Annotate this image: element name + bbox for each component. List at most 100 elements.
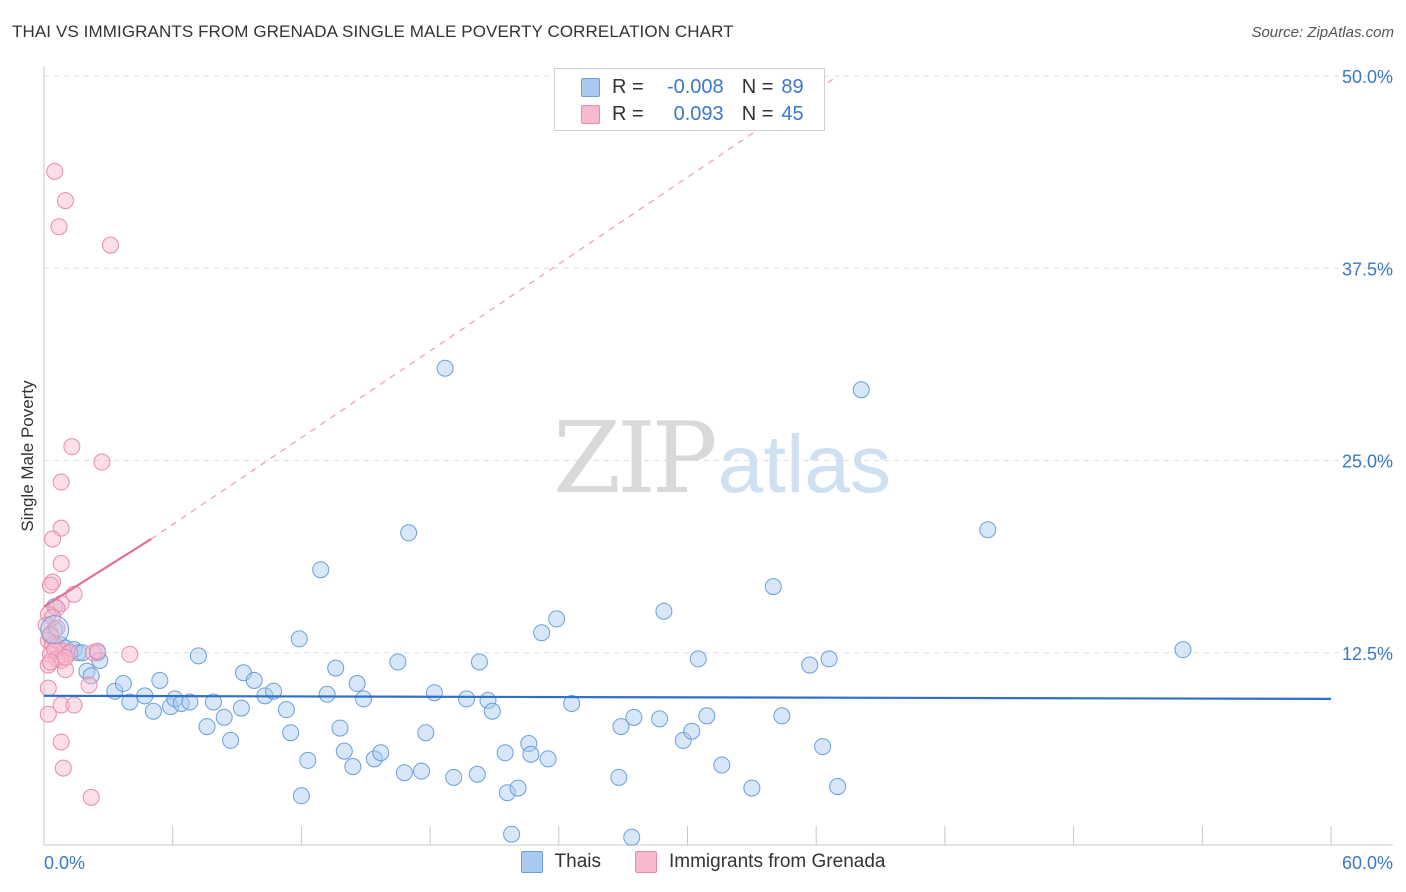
point-grenada <box>82 788 100 806</box>
point-thais <box>69 644 87 662</box>
point-thais <box>979 521 997 539</box>
point-grenada <box>56 661 74 679</box>
point-thais <box>198 718 216 736</box>
point-thais <box>445 768 463 786</box>
series-label-grenada: Immigrants from Grenada <box>669 851 886 872</box>
point-thais <box>372 744 390 762</box>
stats-legend: R = -0.008 N = 89 R = 0.093 N = 45 <box>554 68 825 131</box>
point-grenada <box>89 642 107 660</box>
point-thais <box>114 675 132 693</box>
point-thais <box>417 724 435 742</box>
point-grenada <box>52 555 70 573</box>
point-thais <box>222 731 240 749</box>
point-thais <box>395 764 413 782</box>
point-thais <box>773 707 791 725</box>
point-thais <box>820 650 838 668</box>
point-grenada <box>39 656 57 674</box>
point-thais <box>468 765 486 783</box>
legend-swatch-thais <box>581 77 600 97</box>
point-thais <box>215 708 233 726</box>
point-thais <box>292 787 310 805</box>
y-axis-title: Single Male Poverty <box>18 380 37 532</box>
point-thais <box>509 779 527 797</box>
series-legend: Thais Immigrants from Grenada <box>0 851 1406 873</box>
series-legend-grenada[interactable]: Immigrants from Grenada <box>635 851 885 873</box>
legend-n-value: 89 <box>781 75 804 98</box>
watermark-zip: ZIP <box>553 402 718 516</box>
watermark-atlas: atlas <box>717 419 891 510</box>
point-thais <box>674 731 692 749</box>
point-thais <box>458 690 476 708</box>
x-tick-label: 60.0% <box>1342 853 1393 873</box>
point-thais <box>40 615 70 645</box>
point-thais <box>623 828 641 846</box>
point-thais <box>348 675 366 693</box>
point-thais <box>498 784 516 802</box>
point-thais <box>829 778 847 796</box>
point-thais <box>400 524 418 542</box>
point-grenada <box>56 192 74 210</box>
series-label-thais: Thais <box>554 851 601 872</box>
point-thais <box>282 724 300 742</box>
point-thais <box>610 768 628 786</box>
point-grenada <box>39 679 57 697</box>
point-grenada <box>52 696 70 714</box>
point-thais <box>365 750 383 768</box>
point-grenada <box>54 759 72 777</box>
point-grenada <box>50 218 68 236</box>
point-thais <box>801 656 819 674</box>
trendline-thais <box>43 694 1332 700</box>
point-thais <box>612 718 630 736</box>
point-thais <box>522 745 540 763</box>
point-thais <box>539 750 557 768</box>
point-grenada <box>46 162 64 180</box>
point-thais <box>533 624 551 642</box>
point-thais <box>496 744 514 762</box>
point-grenada <box>48 619 66 637</box>
point-thais <box>764 578 782 596</box>
point-grenada <box>80 676 98 694</box>
point-thais <box>189 647 207 665</box>
point-grenada <box>52 733 70 751</box>
trendline-grenada <box>43 538 152 608</box>
point-grenada <box>56 648 74 666</box>
point-thais <box>265 682 283 700</box>
point-thais <box>436 359 454 377</box>
point-thais <box>204 693 222 711</box>
point-thais <box>625 708 643 726</box>
series-swatch-thais <box>520 851 543 873</box>
point-thais <box>743 779 761 797</box>
y-tick-label: 25.0% <box>1342 452 1393 472</box>
legend-n-value: 45 <box>781 102 804 125</box>
point-thais <box>503 825 521 843</box>
legend-r-value: 0.093 <box>673 102 724 125</box>
stats-legend-row-grenada: R = 0.093 N = 45 <box>581 102 804 126</box>
point-thais <box>520 734 538 752</box>
y-tick-label: 50.0% <box>1342 67 1393 87</box>
stats-legend-row-thais: R = -0.008 N = 89 <box>581 75 804 99</box>
y-tick-label: 12.5% <box>1342 644 1393 664</box>
point-thais <box>312 561 330 579</box>
point-grenada <box>52 473 70 491</box>
point-thais <box>151 671 169 689</box>
point-thais <box>327 659 345 677</box>
point-grenada <box>65 696 83 714</box>
point-thais <box>355 690 373 708</box>
legend-n-label: N = <box>741 75 774 98</box>
point-thais <box>144 702 162 720</box>
point-thais <box>1174 641 1192 659</box>
chart-title: THAI VS IMMIGRANTS FROM GRENADA SINGLE M… <box>12 22 734 41</box>
point-thais <box>651 710 669 728</box>
point-grenada <box>63 438 81 456</box>
point-thais <box>483 702 501 720</box>
point-thais <box>162 698 180 716</box>
point-grenada <box>101 236 119 254</box>
legend-r-label: R = <box>612 102 644 125</box>
point-thais <box>563 695 581 713</box>
point-thais <box>548 610 566 628</box>
legend-swatch-grenada <box>581 104 600 124</box>
legend-n-label: N = <box>741 102 774 125</box>
series-legend-thais[interactable]: Thais <box>520 851 601 873</box>
point-thais <box>318 685 336 703</box>
